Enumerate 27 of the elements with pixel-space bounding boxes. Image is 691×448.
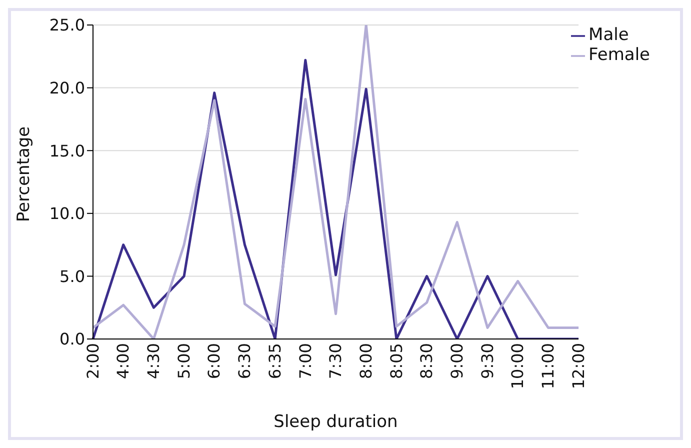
y-tick-label: 15.0 xyxy=(49,141,85,160)
y-tick-label: 0.0 xyxy=(60,330,85,349)
x-tick-label: 6:00 xyxy=(204,343,224,379)
x-tick-label: 8:00 xyxy=(356,343,376,379)
y-tick-label: 20.0 xyxy=(49,78,85,98)
y-tick-label: 10.0 xyxy=(49,204,85,224)
x-tick-label: 12:00 xyxy=(568,343,588,390)
x-tick-label: 6:30 xyxy=(235,343,254,379)
x-tick-label: 4:30 xyxy=(144,343,164,379)
x-tick-label: 7:00 xyxy=(296,343,315,379)
x-tick-label: 6:35 xyxy=(265,343,284,379)
x-tick-label: 2:00 xyxy=(83,343,102,379)
x-tick-label: 8:30 xyxy=(417,343,436,379)
x-tick-label: 7:30 xyxy=(326,343,346,379)
x-tick-label: 9:00 xyxy=(448,343,467,379)
x-tick-label: 9:30 xyxy=(478,343,497,379)
x-tick-label: 5:00 xyxy=(174,343,194,379)
x-tick-label: 8:05 xyxy=(386,343,406,379)
legend-label: Female xyxy=(588,45,650,65)
x-tick-label: 11:00 xyxy=(538,343,558,390)
y-axis-title: Percentage xyxy=(14,126,34,222)
legend-label: Male xyxy=(588,25,629,45)
x-tick-label: 4:00 xyxy=(114,343,133,379)
y-tick-label: 25.0 xyxy=(49,16,85,35)
x-axis-title: Sleep duration xyxy=(274,412,398,432)
x-tick-label: 10:00 xyxy=(508,343,528,390)
y-tick-label: 5.0 xyxy=(60,266,85,286)
